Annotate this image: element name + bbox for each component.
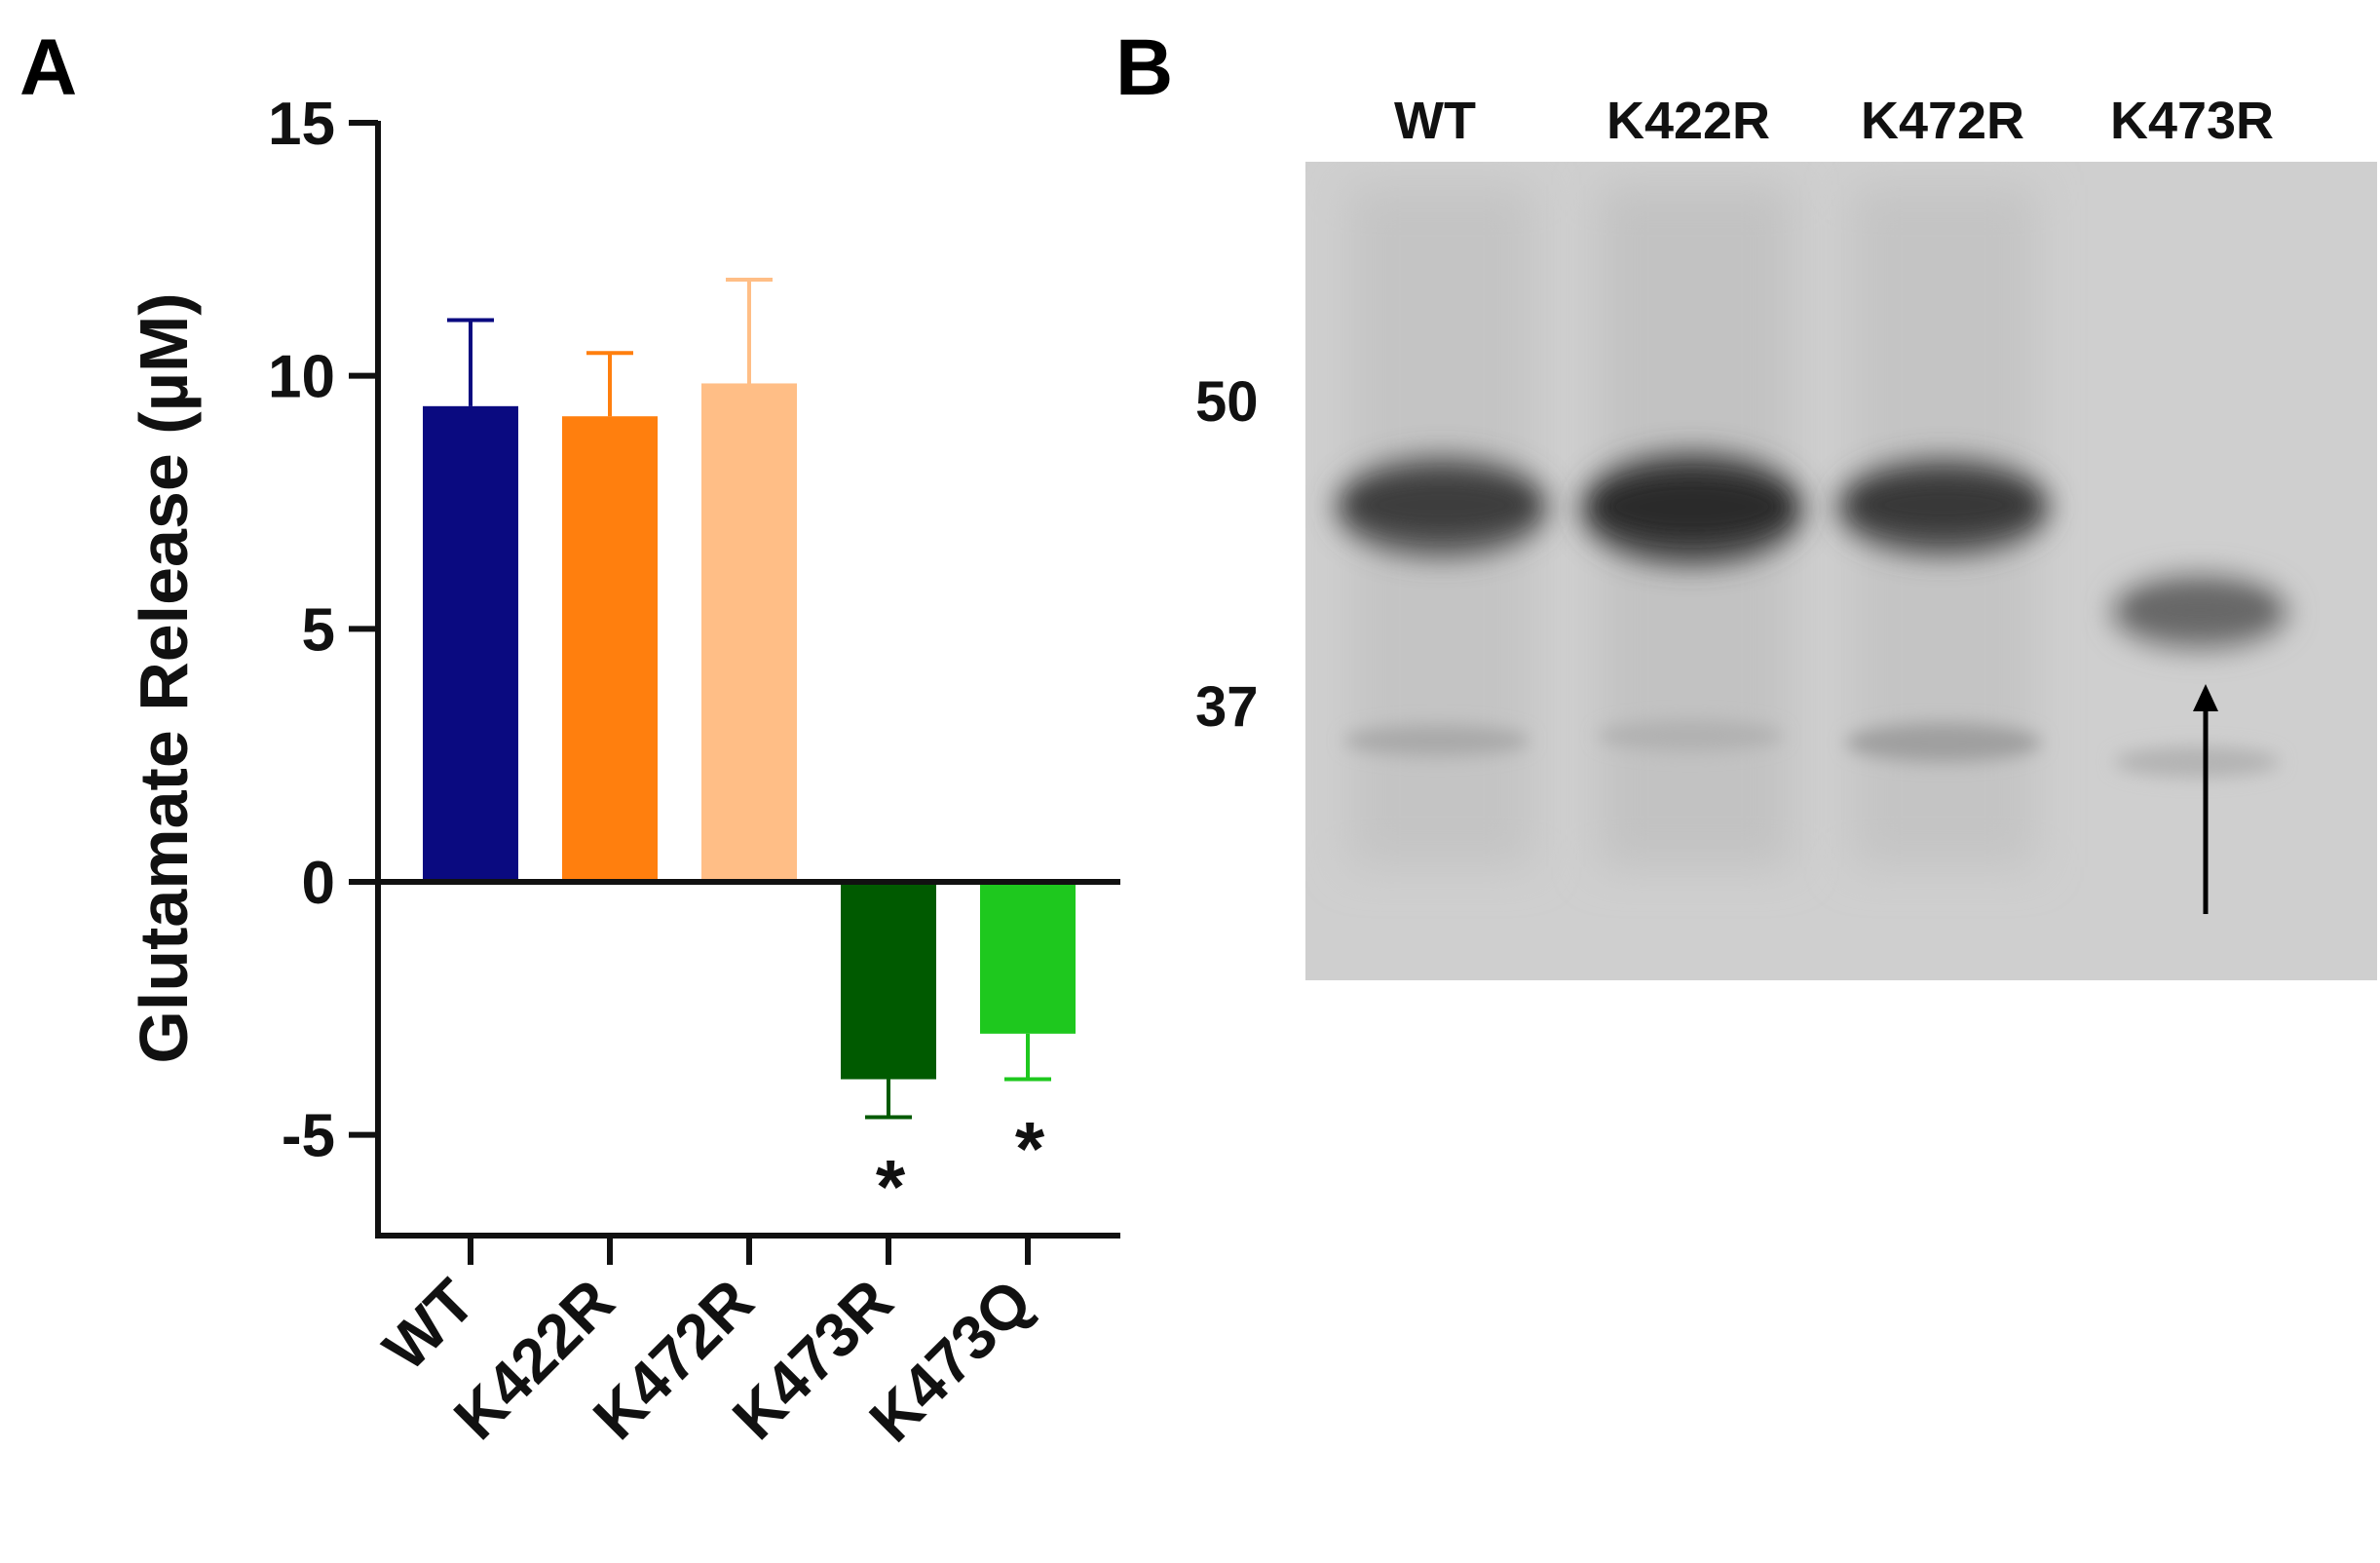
arrow-head-icon (2193, 684, 2218, 711)
significance-marker: * (1015, 1106, 1045, 1192)
lane-label-k422r: K422R (1606, 92, 1770, 150)
band-wt-lower (1344, 725, 1530, 756)
band-k422r-lower (1598, 720, 1783, 751)
x-tick-label: K472R (580, 1266, 767, 1453)
panel-b-letter: B (1115, 23, 1173, 112)
western-blot (1305, 162, 2377, 980)
bar-wt (423, 405, 518, 882)
bar-k473r (841, 882, 936, 1080)
y-tick-label: 0 (302, 850, 335, 917)
mw-marker-37: 37 (1195, 675, 1259, 739)
y-tick-label: 15 (268, 91, 335, 158)
x-tick-label: WT (370, 1266, 488, 1384)
band-k472r-lower (1846, 723, 2041, 762)
bar-k472r (701, 383, 797, 882)
bar-k422r (562, 416, 658, 882)
band-wt-main-core (1354, 479, 1530, 530)
significance-marker: * (876, 1143, 906, 1229)
band-k473r-shifted-core (2130, 591, 2270, 629)
bar-k473q (980, 882, 1076, 1034)
band-k473r-lower (2114, 746, 2280, 778)
lane-label-wt: WT (1394, 92, 1476, 150)
x-tick-label: K422R (440, 1266, 627, 1453)
lane-label-k473r: K473R (2110, 92, 2274, 150)
mw-marker-50: 50 (1195, 370, 1259, 434)
y-tick-label: -5 (282, 1103, 335, 1170)
band-k422r-main-core (1600, 477, 1785, 536)
y-tick-label: 10 (268, 344, 335, 411)
lane-label-k472r: K472R (1861, 92, 2024, 150)
y-tick-label: 5 (302, 596, 335, 664)
band-k472r-main-core (1858, 481, 2029, 528)
y-axis-title: Glutamate Release (µM) (126, 292, 202, 1063)
panel-a-letter: A (19, 23, 77, 112)
